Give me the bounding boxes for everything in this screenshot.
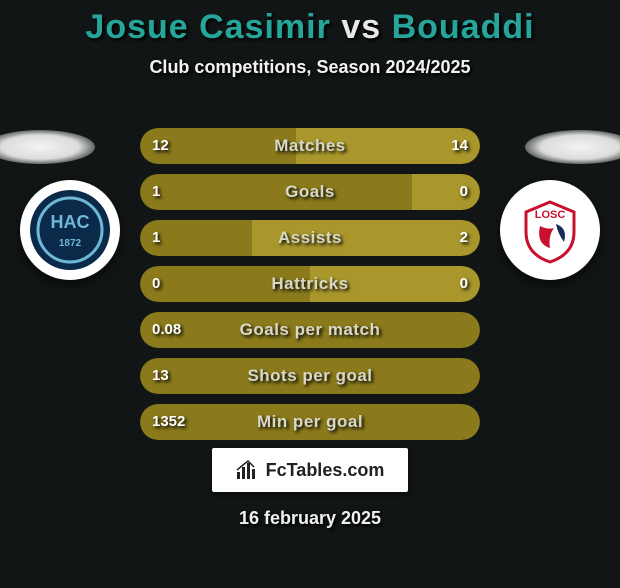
spotlight-left [0, 130, 95, 164]
stat-value-right: 2 [460, 220, 468, 256]
stat-row: Shots per goal13 [140, 358, 480, 394]
svg-text:LOSC: LOSC [535, 209, 566, 221]
stat-row: Goals1 0 [140, 174, 480, 210]
stat-label: Goals per match [140, 312, 480, 348]
stat-value-left: 0 [152, 266, 160, 302]
stat-row: Min per goal1352 [140, 404, 480, 440]
stat-label: Goals [140, 174, 480, 210]
snapshot-date: 16 february 2025 [0, 508, 620, 529]
stat-row: Hattricks0 0 [140, 266, 480, 302]
stat-row: Assists1 2 [140, 220, 480, 256]
stat-label: Matches [140, 128, 480, 164]
stat-value-left: 1352 [152, 404, 185, 440]
stat-value-left: 13 [152, 358, 169, 394]
hac-crest-icon: HAC 1872 [28, 188, 112, 272]
season-subtitle: Club competitions, Season 2024/2025 [0, 57, 620, 78]
stat-label: Assists [140, 220, 480, 256]
club-crest-left: HAC 1872 [20, 180, 120, 280]
stat-label: Shots per goal [140, 358, 480, 394]
svg-text:1872: 1872 [59, 238, 82, 249]
title-connector: vs [341, 8, 381, 46]
player2-name: Bouaddi [392, 8, 535, 46]
stat-bars-container: Matches1214Goals10Assists12Hattricks00Go… [140, 128, 480, 450]
stat-label: Hattricks [140, 266, 480, 302]
stat-row: Goals per match0.08 [140, 312, 480, 348]
stat-value-left: 1 [152, 174, 160, 210]
brand-badge: FcTables.com [212, 448, 408, 492]
stat-value-right: 0 [460, 174, 468, 210]
bars-chart-icon [236, 460, 260, 480]
stat-value-left: 1 [152, 220, 160, 256]
stat-value-right: 0 [460, 266, 468, 302]
spotlight-right [525, 130, 620, 164]
stat-value-left: 0.08 [152, 312, 181, 348]
club-crest-right: LOSC [500, 180, 600, 280]
stat-value-left: 12 [152, 128, 169, 164]
losc-crest-icon: LOSC [508, 188, 592, 272]
svg-text:HAC: HAC [51, 212, 90, 232]
stat-value-right: 14 [451, 128, 468, 164]
comparison-title: Josue Casimir vs Bouaddi [0, 8, 620, 47]
brand-text: FcTables.com [266, 460, 385, 481]
player1-name: Josue Casimir [85, 8, 330, 46]
stat-row: Matches12 14 [140, 128, 480, 164]
stat-label: Min per goal [140, 404, 480, 440]
